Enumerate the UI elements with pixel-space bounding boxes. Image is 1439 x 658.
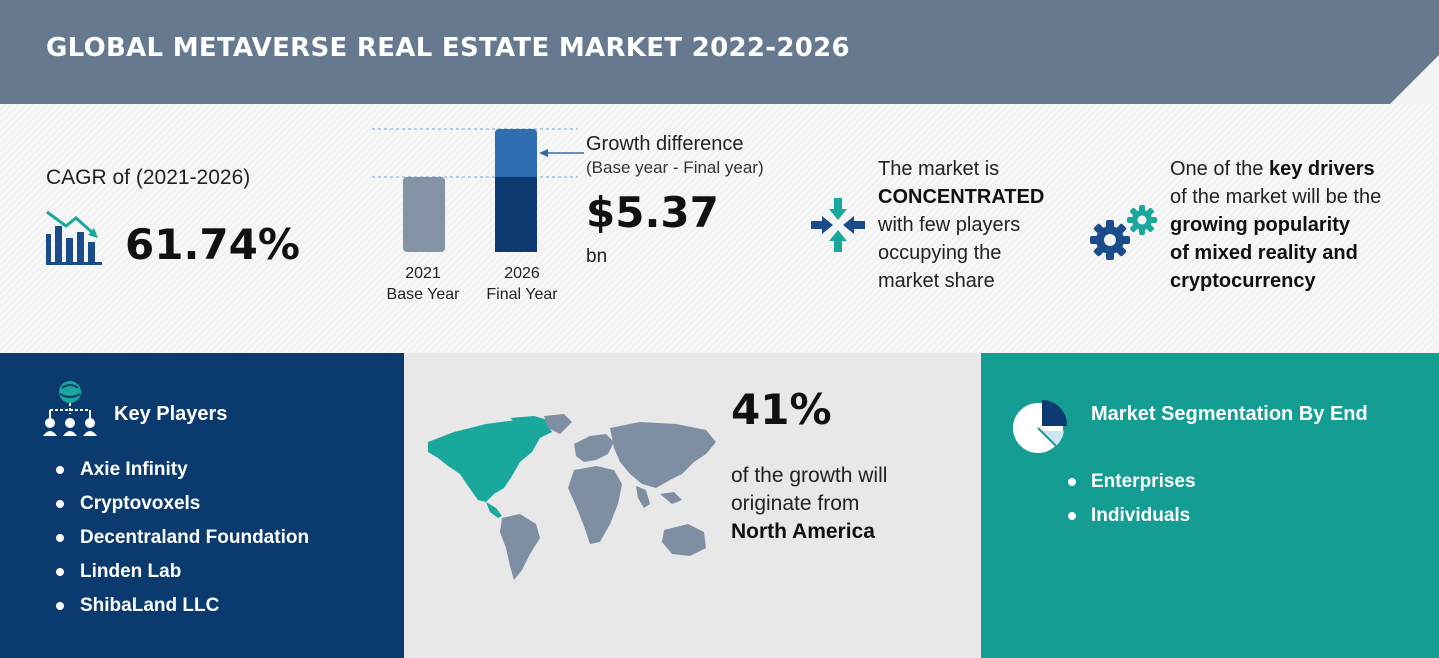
pie-chart-icon [1013, 400, 1068, 453]
cagr-label: CAGR of (2021-2026) [46, 166, 251, 189]
list-item: Cryptovoxels [56, 490, 309, 524]
segmentation-title: Market Segmentation By End [1091, 403, 1368, 425]
growth-value: $5.37 [586, 188, 719, 237]
world-map-icon [428, 414, 716, 580]
banner-corner-decoration [1390, 55, 1439, 104]
gears-icon [1090, 205, 1157, 260]
growth-subtitle: (Base year - Final year) [586, 158, 764, 177]
header-banner: GLOBAL METAVERSE REAL ESTATE MARKET 2022… [0, 0, 1439, 104]
region-percent: 41% [731, 385, 832, 434]
north-america-shape [428, 420, 552, 502]
list-item: ShibaLand LLC [56, 592, 309, 626]
concentration-text: The market is CONCENTRATED with few play… [878, 158, 1045, 292]
summary-band [0, 104, 1439, 353]
list-item: Enterprises [1068, 468, 1196, 502]
cagr-value: 61.74% [125, 220, 300, 269]
list-item: Linden Lab [56, 558, 309, 592]
growth-unit: bn [586, 246, 608, 267]
final-year-bar-bottom [495, 177, 537, 252]
arrows-converge-icon [811, 198, 865, 252]
key-players-title: Key Players [114, 403, 228, 425]
network-people-icon [43, 381, 97, 436]
segmentation-list: Enterprises Individuals [1068, 468, 1196, 536]
list-item: Axie Infinity [56, 456, 309, 490]
region-panel [404, 353, 981, 658]
key-players-panel [0, 353, 404, 658]
page-title: GLOBAL METAVERSE REAL ESTATE MARKET 2022… [46, 33, 850, 63]
bar-chart-trend-icon [46, 210, 102, 265]
region-text: of the growth will originate from North … [731, 464, 888, 543]
growth-mini-chart [372, 128, 584, 252]
final-year: 2026 Final Year [486, 265, 558, 303]
key-players-list: Axie Infinity Cryptovoxels Decentraland … [56, 456, 309, 626]
base-year-bar [403, 177, 445, 252]
drivers-text: One of the key drivers of the market wil… [1170, 158, 1382, 292]
growth-title: Growth difference [586, 133, 744, 155]
segmentation-panel [981, 353, 1439, 658]
final-year-bar-top [495, 129, 537, 181]
list-item: Decentraland Foundation [56, 524, 309, 558]
list-item: Individuals [1068, 502, 1196, 536]
base-year: 2021 Base Year [386, 265, 460, 303]
